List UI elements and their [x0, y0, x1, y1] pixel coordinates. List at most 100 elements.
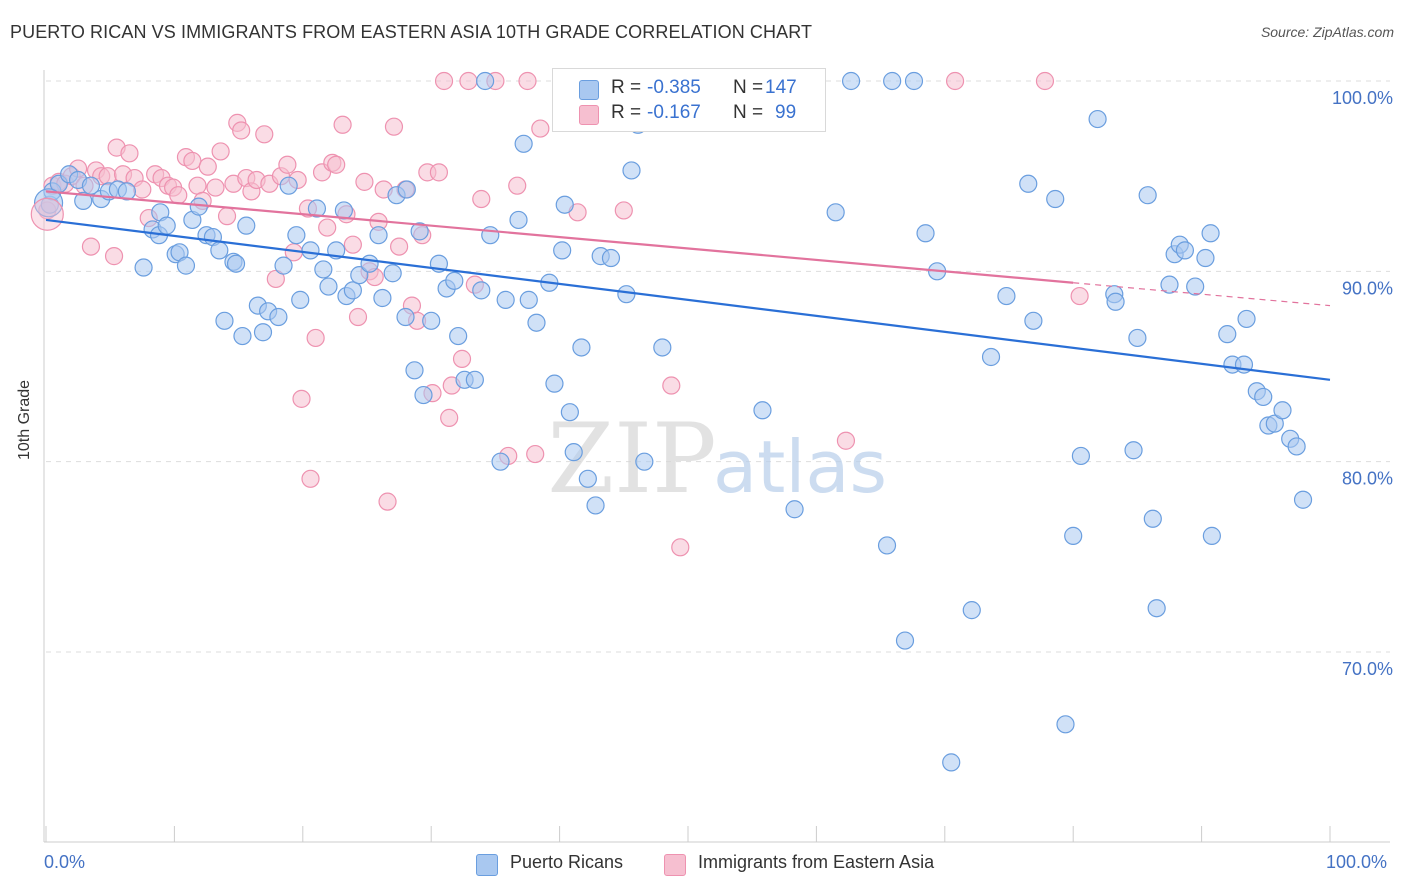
point-puerto-ricans: [1106, 292, 1125, 311]
point-puerto-ricans: [491, 452, 510, 471]
legend-row-puerto-ricans: R = -0.385 N = 147: [553, 77, 825, 101]
point-eastern-asia: [120, 144, 139, 163]
point-puerto-ricans: [942, 753, 961, 772]
point-eastern-asia: [327, 155, 346, 174]
point-puerto-ricans: [269, 307, 288, 327]
point-eastern-asia: [508, 176, 527, 195]
point-eastern-asia: [531, 119, 550, 138]
point-puerto-ricans: [445, 271, 464, 290]
point-eastern-asia: [206, 178, 225, 197]
point-puerto-ricans: [1147, 599, 1166, 618]
point-puerto-ricans: [1273, 401, 1292, 420]
legend-swatch-pink: [579, 105, 599, 125]
point-puerto-ricans: [405, 361, 424, 380]
point-eastern-asia: [384, 117, 404, 136]
point-eastern-asia: [390, 237, 409, 256]
point-puerto-ricans: [410, 222, 429, 241]
point-puerto-ricans: [1071, 446, 1091, 466]
point-puerto-ricans: [653, 338, 672, 357]
point-puerto-ricans: [883, 71, 902, 91]
point-puerto-ricans: [176, 256, 196, 275]
point-puerto-ricans: [472, 281, 491, 300]
watermark: ZIP atlas: [547, 403, 887, 515]
point-puerto-ricans: [1160, 275, 1179, 294]
point-puerto-ricans: [826, 203, 845, 222]
point-eastern-asia: [526, 444, 545, 464]
point-puerto-ricans: [253, 323, 273, 342]
point-puerto-ricans: [877, 536, 897, 555]
point-puerto-ricans: [1287, 437, 1306, 456]
point-puerto-ricans: [449, 326, 468, 346]
point-puerto-ricans: [1138, 186, 1157, 205]
point-eastern-asia: [429, 163, 449, 182]
point-eastern-asia: [348, 307, 368, 327]
point-eastern-asia: [472, 189, 491, 209]
point-puerto-ricans: [237, 216, 256, 235]
point-puerto-ricans: [1024, 311, 1043, 330]
point-puerto-ricans: [560, 403, 579, 422]
point-puerto-ricans: [343, 281, 362, 300]
point-puerto-ricans: [1254, 387, 1273, 407]
chart-title: PUERTO RICAN VS IMMIGRANTS FROM EASTERN …: [10, 22, 813, 42]
point-puerto-ricans: [509, 210, 528, 230]
point-eastern-asia: [30, 197, 64, 231]
point-puerto-ricans: [1186, 277, 1205, 296]
point-eastern-asia: [104, 247, 124, 266]
point-puerto-ricans: [396, 307, 415, 327]
point-eastern-asia: [217, 207, 237, 226]
point-puerto-ricans: [601, 248, 621, 268]
point-eastern-asia: [343, 235, 362, 254]
x-axis-label-right: 100.0%: [1326, 852, 1388, 872]
point-puerto-ricans: [527, 313, 546, 332]
point-eastern-asia: [183, 151, 202, 171]
point-puerto-ricans: [1237, 309, 1256, 329]
point-puerto-ricans: [314, 260, 333, 279]
point-puerto-ricans: [545, 374, 564, 393]
point-puerto-ricans: [981, 347, 1001, 367]
bottom-legend-label: Puerto Ricans: [510, 852, 624, 872]
point-eastern-asia: [355, 172, 374, 191]
point-puerto-ricans: [33, 188, 64, 218]
point-puerto-ricans: [215, 311, 234, 330]
point-puerto-ricans: [841, 71, 861, 91]
point-puerto-ricans: [301, 241, 320, 260]
point-puerto-ricans: [481, 226, 500, 245]
trend-line-puerto-ricans: [45, 218, 1331, 381]
point-eastern-asia: [518, 71, 537, 91]
point-puerto-ricans: [553, 241, 572, 260]
point-puerto-ricans: [514, 134, 533, 153]
legend-swatch-blue: [579, 80, 599, 100]
point-puerto-ricans: [1019, 174, 1038, 193]
point-eastern-asia: [301, 469, 320, 488]
point-puerto-ricans: [287, 226, 306, 245]
point-eastern-asia: [662, 376, 681, 395]
point-puerto-ricans: [476, 71, 495, 91]
point-puerto-ricans: [291, 290, 310, 309]
grid-lines: [46, 80, 1390, 653]
point-eastern-asia: [452, 349, 472, 368]
point-puerto-ricans: [465, 370, 484, 389]
point-puerto-ricans: [555, 195, 574, 214]
y-tick-label: 80.0%: [1342, 469, 1393, 489]
bottom-legend-swatch-pink: [664, 854, 686, 876]
point-eastern-asia: [232, 121, 251, 140]
axes: [43, 70, 1390, 843]
point-eastern-asia: [671, 538, 690, 557]
y-tick-label: 100.0%: [1332, 88, 1393, 108]
legend-n-value: 99: [775, 102, 797, 123]
point-puerto-ricans: [904, 71, 924, 91]
point-puerto-ricans: [1293, 490, 1313, 509]
point-eastern-asia: [188, 176, 207, 195]
legend-n-label: N =: [733, 77, 764, 98]
point-puerto-ricans: [360, 254, 379, 273]
point-puerto-ricans: [1056, 715, 1075, 734]
point-puerto-ricans: [1128, 328, 1147, 348]
point-puerto-ricans: [1046, 189, 1065, 209]
point-puerto-ricans: [997, 286, 1016, 306]
point-puerto-ricans: [422, 311, 441, 330]
point-puerto-ricans: [307, 199, 327, 218]
point-puerto-ricans: [753, 401, 772, 420]
point-eastern-asia: [306, 328, 325, 348]
legend-r-label: R =: [611, 102, 642, 123]
